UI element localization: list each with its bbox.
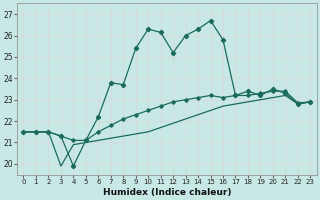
X-axis label: Humidex (Indice chaleur): Humidex (Indice chaleur): [103, 188, 231, 197]
